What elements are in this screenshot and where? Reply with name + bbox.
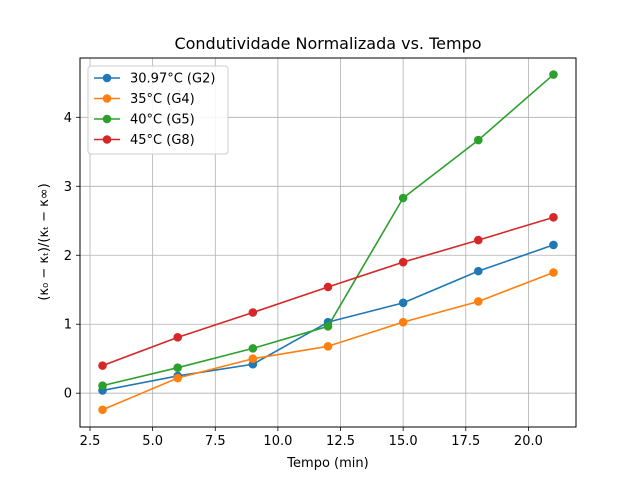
x-tick-label: 10.0 <box>263 434 292 449</box>
y-tick-label: 4 <box>64 111 72 126</box>
plot-frame <box>79 57 577 428</box>
data-point <box>98 361 107 370</box>
x-tick-label: 7.5 <box>205 434 226 449</box>
y-tick-label: 3 <box>64 180 72 195</box>
data-point <box>173 373 182 383</box>
legend-label: 35°C (G4) <box>130 92 195 107</box>
legend-label: 45°C (G8) <box>130 133 195 148</box>
data-point <box>398 193 408 203</box>
legend-marker <box>102 94 112 103</box>
legend-marker <box>102 135 112 144</box>
chart-title: Condutividade Normalizada vs. Tempo <box>174 34 481 53</box>
legend-item: 40°C (G5) <box>94 113 195 128</box>
data-point <box>549 70 558 79</box>
legend-item: 35°C (G4) <box>94 92 195 107</box>
series-layer <box>98 70 558 415</box>
x-tick-label: 2.5 <box>80 434 101 449</box>
legend-box <box>87 65 229 155</box>
y-tick-label: 1 <box>64 318 72 333</box>
y-tick-label: 0 <box>64 387 72 402</box>
data-point <box>323 342 333 351</box>
y-tick-label: 2 <box>64 249 72 264</box>
x-tick-label: 12.5 <box>326 434 355 449</box>
x-tick-label: 20.0 <box>514 434 543 449</box>
data-point <box>398 257 408 267</box>
data-point <box>549 268 558 277</box>
x-tick-label: 15.0 <box>389 434 418 449</box>
legend: 30.97°C (G2) 35°C (G4) 40°C (G5) 45°C (G8) <box>87 65 229 155</box>
data-point <box>323 282 333 292</box>
series-2 <box>98 70 558 390</box>
data-point <box>549 240 558 250</box>
data-point <box>98 405 107 415</box>
series-1 <box>98 268 558 415</box>
data-point <box>248 354 258 364</box>
data-point <box>248 308 258 317</box>
x-tick-label: 5.0 <box>142 434 163 449</box>
legend-item: 30.97°C (G2) <box>94 72 215 87</box>
data-point <box>398 298 408 308</box>
data-point <box>248 344 258 353</box>
data-point <box>398 317 408 327</box>
data-point <box>98 381 107 390</box>
legend-marker <box>102 114 112 124</box>
legend-item: 45°C (G8) <box>94 133 195 148</box>
data-point <box>474 135 483 145</box>
ticks: 2.5 5.0 7.5 10.0 12.5 15.0 17.5 20.0 0 1 2 3 4 <box>64 111 543 449</box>
x-axis-label: Tempo (min) <box>286 456 368 471</box>
legend-label: 40°C (G5) <box>130 113 195 128</box>
data-point <box>173 333 182 342</box>
legend-label: 30.97°C (G2) <box>130 72 215 87</box>
data-point <box>474 297 483 306</box>
data-point <box>173 363 182 372</box>
data-point <box>323 322 333 331</box>
legend-marker <box>102 73 112 83</box>
series-3 <box>98 213 558 370</box>
data-point <box>474 235 483 245</box>
data-point <box>474 266 483 276</box>
x-tick-label: 17.5 <box>451 434 480 449</box>
y-axis-label: (κ₀ − κₜ)/(κₜ − κ∞) <box>37 183 52 300</box>
data-point <box>549 213 558 222</box>
